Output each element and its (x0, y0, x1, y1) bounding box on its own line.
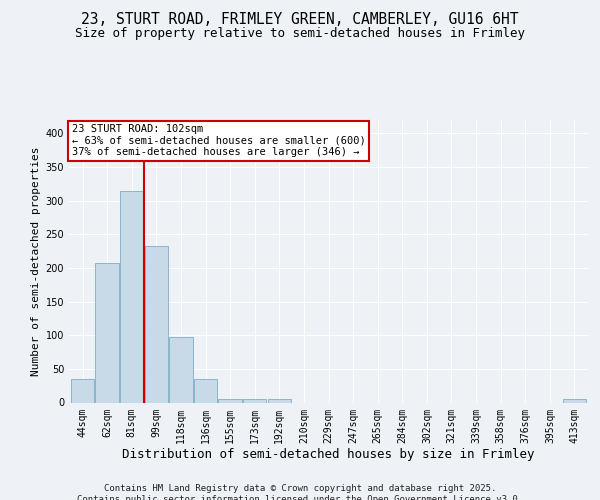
Text: Contains public sector information licensed under the Open Government Licence v3: Contains public sector information licen… (77, 495, 523, 500)
Text: 23, STURT ROAD, FRIMLEY GREEN, CAMBERLEY, GU16 6HT: 23, STURT ROAD, FRIMLEY GREEN, CAMBERLEY… (81, 12, 519, 28)
Text: Size of property relative to semi-detached houses in Frimley: Size of property relative to semi-detach… (75, 28, 525, 40)
Bar (169, 336, 193, 402)
Bar (268, 399, 291, 402)
Bar (120, 190, 143, 402)
Bar (71, 379, 94, 402)
Bar (243, 399, 266, 402)
Bar (95, 264, 119, 402)
Text: 23 STURT ROAD: 102sqm
← 63% of semi-detached houses are smaller (600)
37% of sem: 23 STURT ROAD: 102sqm ← 63% of semi-deta… (71, 124, 365, 158)
X-axis label: Distribution of semi-detached houses by size in Frimley: Distribution of semi-detached houses by … (122, 448, 535, 461)
Text: Contains HM Land Registry data © Crown copyright and database right 2025.: Contains HM Land Registry data © Crown c… (104, 484, 496, 493)
Bar (563, 399, 586, 402)
Bar (194, 379, 217, 402)
Y-axis label: Number of semi-detached properties: Number of semi-detached properties (31, 146, 41, 376)
Bar (145, 246, 168, 402)
Bar (218, 399, 242, 402)
